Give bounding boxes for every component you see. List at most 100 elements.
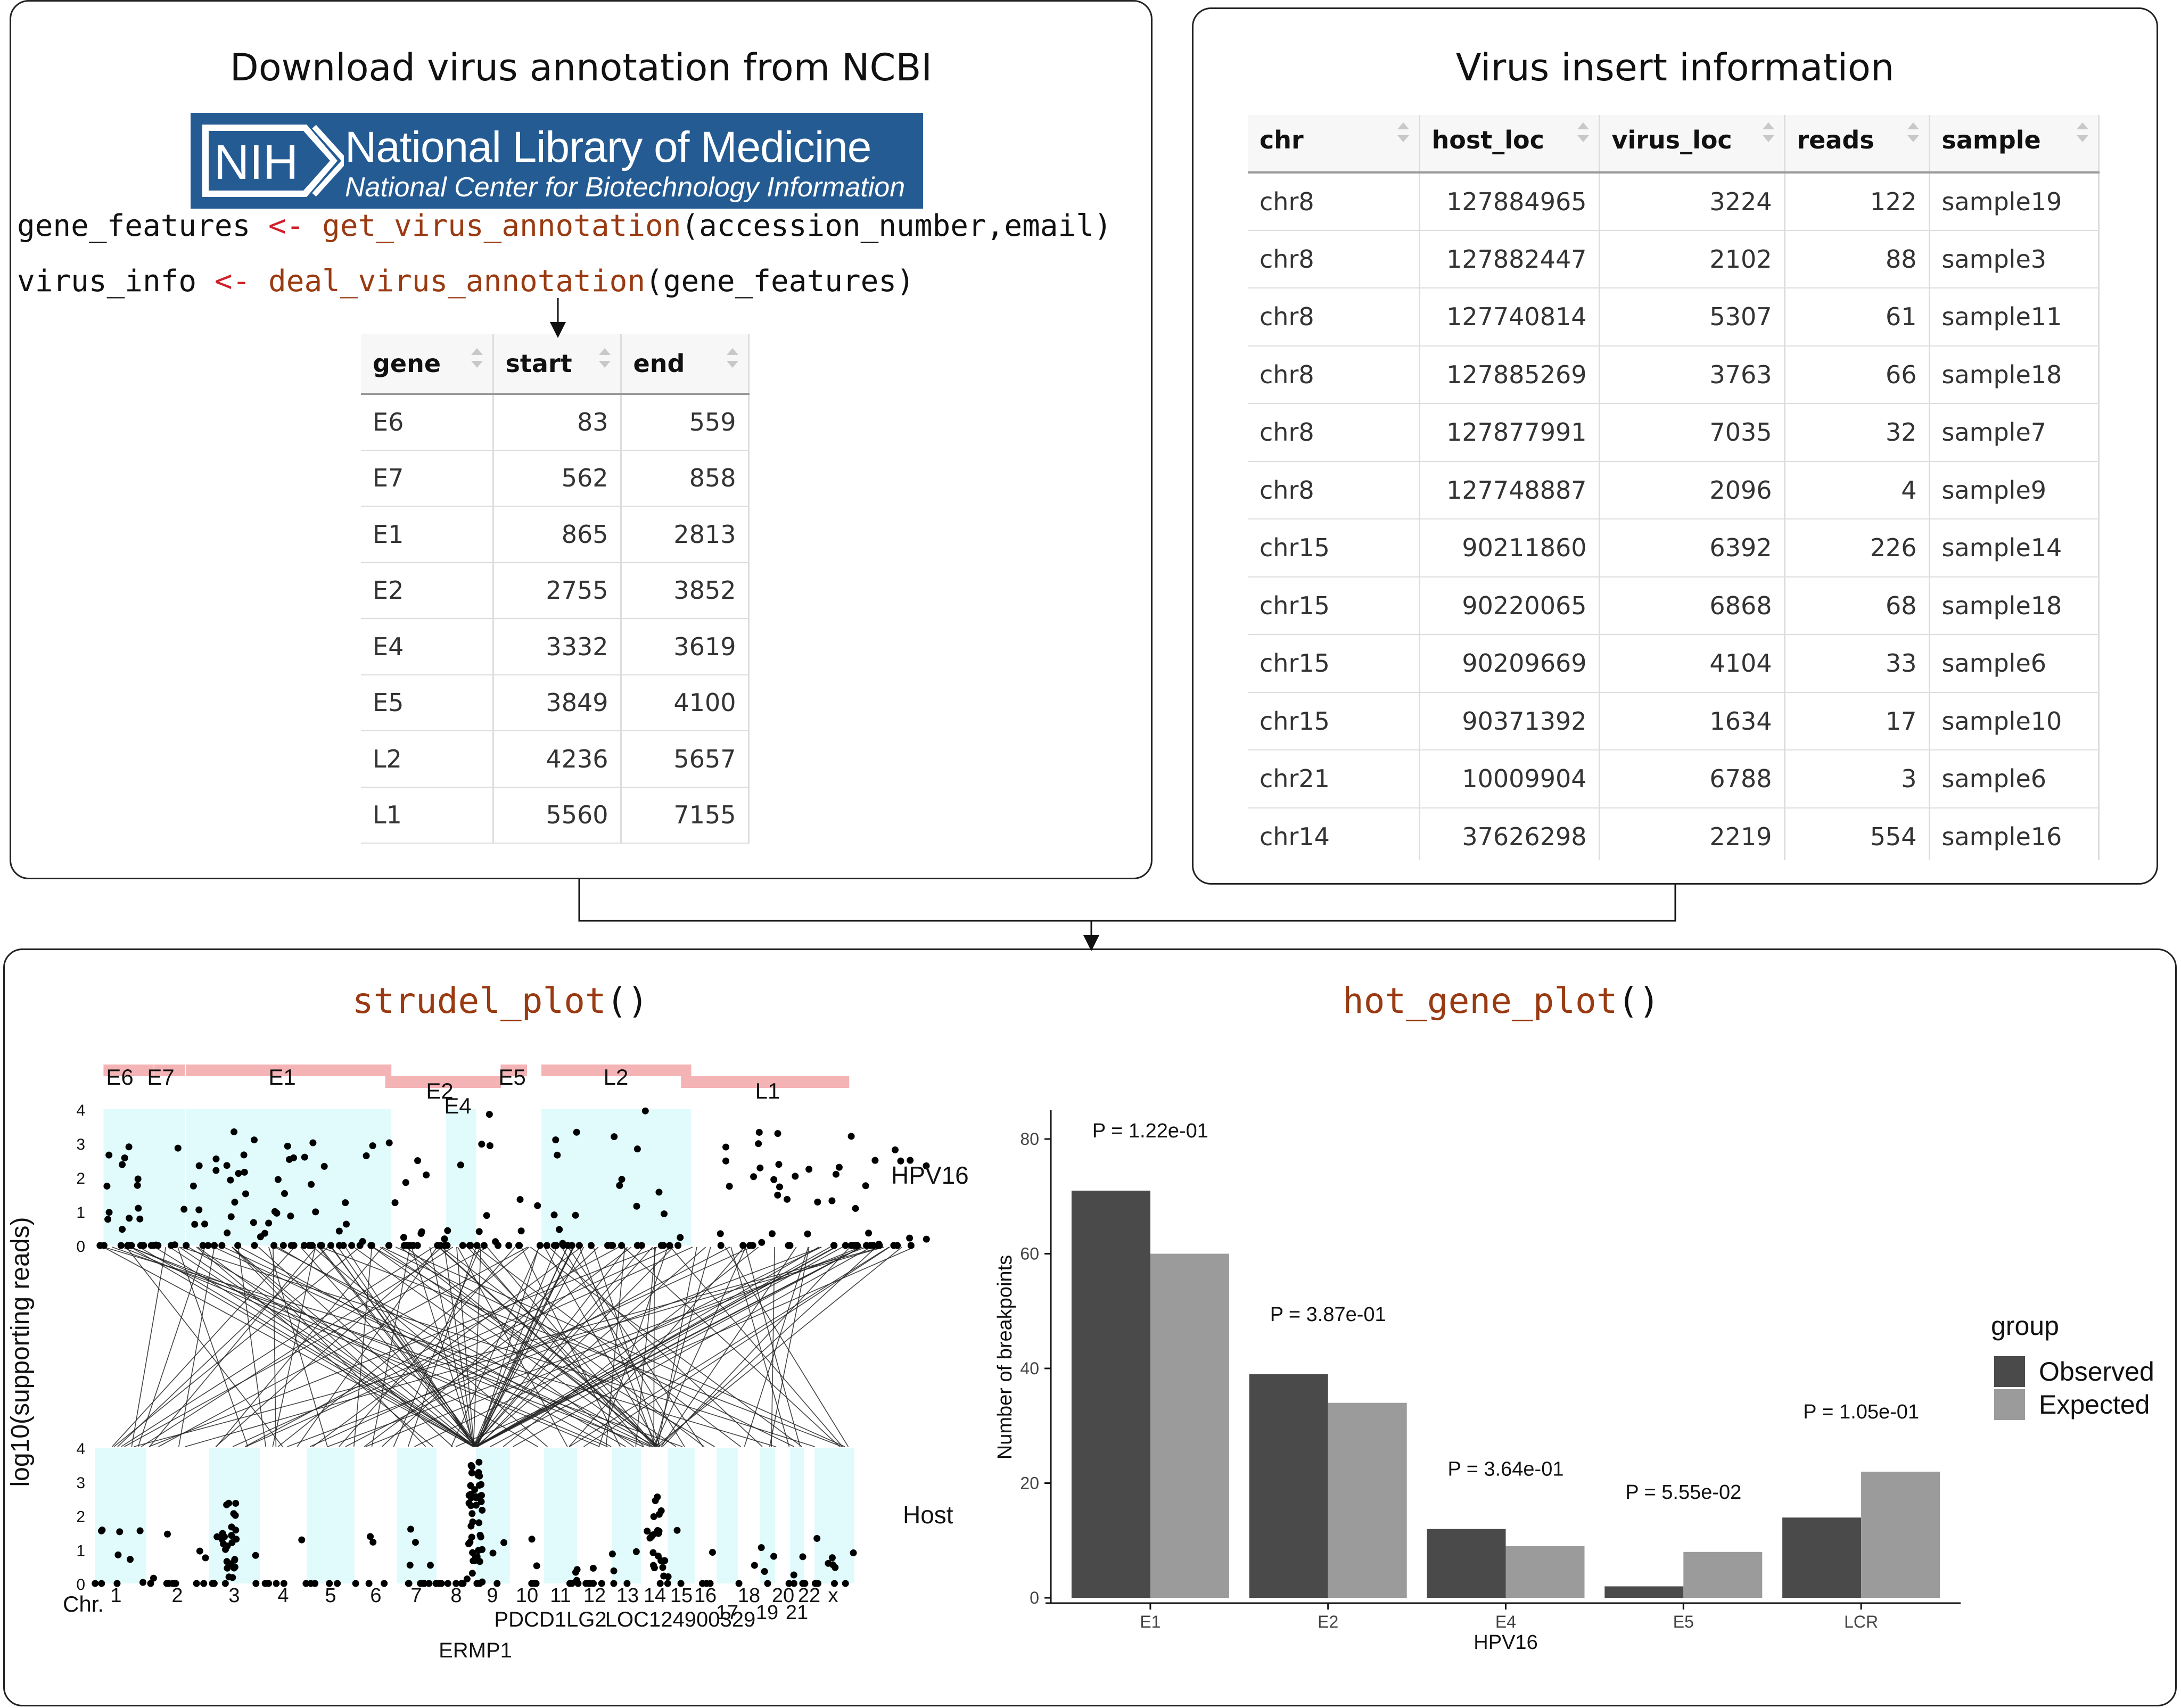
host-point [427,1562,434,1569]
insert-header-chr[interactable]: chr [1248,115,1420,174]
virus-point [190,1182,197,1190]
virus-point [775,1161,783,1168]
virus-point [204,1242,212,1249]
virus-point [257,1233,264,1241]
host-point [196,1547,203,1555]
sort-icon[interactable] [726,348,738,372]
insert-cell-virus-loc: 5307 [1599,288,1785,346]
virus-point [485,1111,493,1118]
insert-cell-chr: chr8 [1248,172,1420,231]
breakpoint-link [382,1247,795,1447]
sort-icon[interactable] [471,348,483,372]
breakpoint-link [467,1247,655,1447]
virus-point [604,1242,612,1249]
host-ytick: 4 [76,1440,85,1458]
sort-icon[interactable] [1397,122,1409,146]
virus-point [677,1234,684,1241]
breakpoint-link [444,1247,474,1447]
y-tick-label: 60 [1020,1244,1039,1264]
breakpoint-link [490,1247,861,1447]
insert-cell-host-loc: 127748887 [1419,461,1600,519]
virus-point [400,1234,407,1241]
virus-point [135,1204,142,1212]
sort-icon[interactable] [598,348,611,372]
virus-ytick: 0 [76,1238,85,1256]
breakpoint-link [477,1247,830,1447]
insert-cell-host-loc: 127740814 [1419,288,1600,346]
host-chr-shade [717,1448,738,1583]
gene-header-gene[interactable]: gene [361,334,494,395]
virus-point [897,1157,904,1165]
virus-point [309,1139,317,1146]
virus-point [739,1242,747,1249]
virus-ytick: 2 [76,1170,85,1187]
host-point [261,1580,269,1587]
gene-cell-gene: E5 [361,674,494,731]
insert-cell-reads: 122 [1784,172,1930,231]
gene-cell-gene: E6 [361,394,494,451]
bar-observed [1604,1586,1684,1598]
host-point [761,1568,768,1575]
virus-point [618,1176,626,1183]
chr-tick: 20 [772,1585,794,1607]
insert-header-reads[interactable]: reads [1784,115,1930,174]
virus-point [475,1228,483,1235]
breakpoint-link [216,1247,383,1447]
sort-icon[interactable] [1907,122,1919,146]
chr-tick: 9 [487,1585,498,1607]
sort-icon[interactable] [2076,122,2088,146]
breakpoint-link [268,1247,328,1447]
host-point [223,1501,231,1508]
insert-cell-virus-loc: 2219 [1599,807,1785,860]
host-point [302,1580,310,1587]
insert-cell-chr: chr15 [1248,576,1420,635]
virus-point [134,1182,141,1189]
breakpoint-link [371,1247,410,1447]
virus-point [414,1157,422,1165]
table-row: chr15 90220065 6868 68 sample18 [1248,576,2100,635]
virus-point [847,1242,855,1249]
gene-header-end[interactable]: end [621,334,750,395]
virus-point [832,1170,840,1178]
insert-header-host-loc[interactable]: host_loc [1419,115,1600,174]
gene-cell-end: 3619 [621,618,750,675]
insert-cell-chr: chr8 [1248,403,1420,462]
virus-point [573,1128,580,1136]
host-point [230,1510,237,1517]
virus-point [227,1213,235,1220]
table-row: E1 865 2813 [361,506,750,563]
virus-point [168,1242,175,1249]
insert-cell-reads: 226 [1784,519,1930,577]
host-ytick: 0 [76,1576,85,1594]
code1-var: gene_features [17,209,251,243]
host-point [610,1580,618,1587]
breakpoint-link [122,1247,600,1447]
host-point [113,1580,121,1587]
breakpoint-link [593,1247,661,1447]
insert-header-virus-loc[interactable]: virus_loc [1599,115,1785,174]
breakpoint-link [381,1247,599,1447]
gene-header-start[interactable]: start [493,334,622,395]
table-row: chr15 90371392 1634 17 sample10 [1248,692,2100,750]
virus-ytick: 4 [76,1102,85,1119]
virus-point [227,1176,234,1184]
host-point [467,1482,474,1489]
gene-annotation-table: gene start end E6 83 559 E7 562 858 E1 865 2813 E2 2… [361,334,750,844]
breakpoint-link [277,1247,626,1447]
breakpoint-link [272,1247,316,1447]
sort-icon[interactable] [1577,122,1589,146]
insert-table-viewport[interactable]: chr host_loc virus_loc reads sample chr8 1278… [1248,115,2100,860]
host-point [381,1580,388,1587]
sort-icon[interactable] [1762,122,1774,146]
host-point [114,1551,122,1558]
insert-cell-virus-loc: 3763 [1599,345,1785,404]
virus-point [234,1242,242,1249]
virus-point [478,1141,485,1148]
insert-cell-sample: sample11 [1929,288,2100,346]
virus-point [152,1241,160,1249]
insert-header-sample[interactable]: sample [1929,115,2100,174]
virus-point [103,1182,111,1190]
virus-point [830,1242,837,1249]
insert-cell-reads: 17 [1784,692,1930,750]
host-point [200,1580,208,1587]
